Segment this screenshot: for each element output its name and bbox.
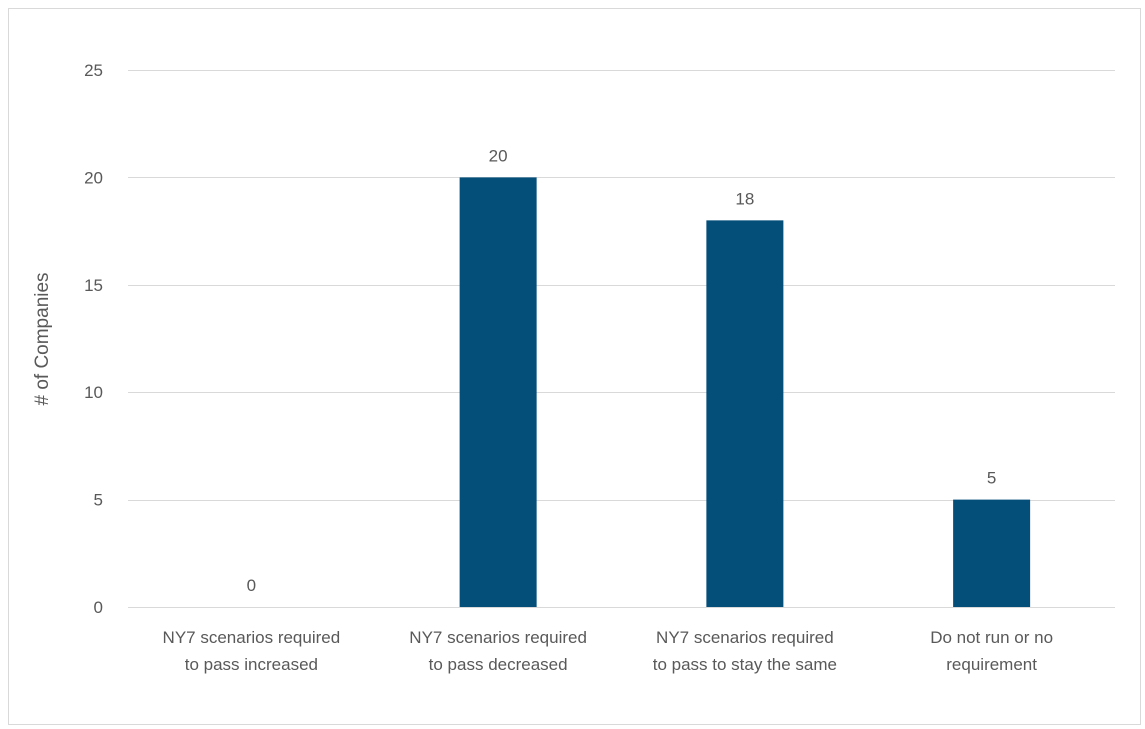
y-tick-label: 0 [94, 598, 103, 617]
gridlines [128, 70, 1115, 608]
y-axis-tick-labels: 0 5 10 15 20 25 [84, 61, 103, 617]
y-tick-label: 20 [84, 168, 103, 187]
bars [459, 177, 1031, 608]
y-tick-label: 25 [84, 61, 103, 80]
bar [706, 220, 784, 608]
x-category-label: to pass increased [185, 655, 318, 674]
y-tick-label: 5 [94, 491, 103, 510]
bar [459, 177, 537, 607]
x-category-label: requirement [946, 655, 1037, 674]
x-category-label: to pass decreased [429, 655, 568, 674]
data-label: 5 [987, 469, 996, 488]
y-tick-label: 10 [84, 383, 103, 402]
y-tick-label: 15 [84, 276, 103, 295]
data-label: 0 [247, 576, 256, 595]
y-axis-title: # of Companies [32, 272, 53, 405]
x-category-label: to pass to stay the same [653, 655, 837, 674]
x-category-label: Do not run or no [930, 628, 1053, 647]
chart-frame [8, 8, 1141, 725]
x-category-label: NY7 scenarios required [163, 628, 341, 647]
data-label: 20 [489, 146, 508, 165]
data-labels: 0 20 18 5 [247, 146, 997, 595]
x-category-label: NY7 scenarios required [409, 628, 587, 647]
x-axis-category-labels: NY7 scenarios required to pass increased N… [163, 628, 1054, 674]
x-category-label: NY7 scenarios required [656, 628, 834, 647]
data-label: 18 [735, 189, 754, 208]
bar [953, 499, 1031, 607]
